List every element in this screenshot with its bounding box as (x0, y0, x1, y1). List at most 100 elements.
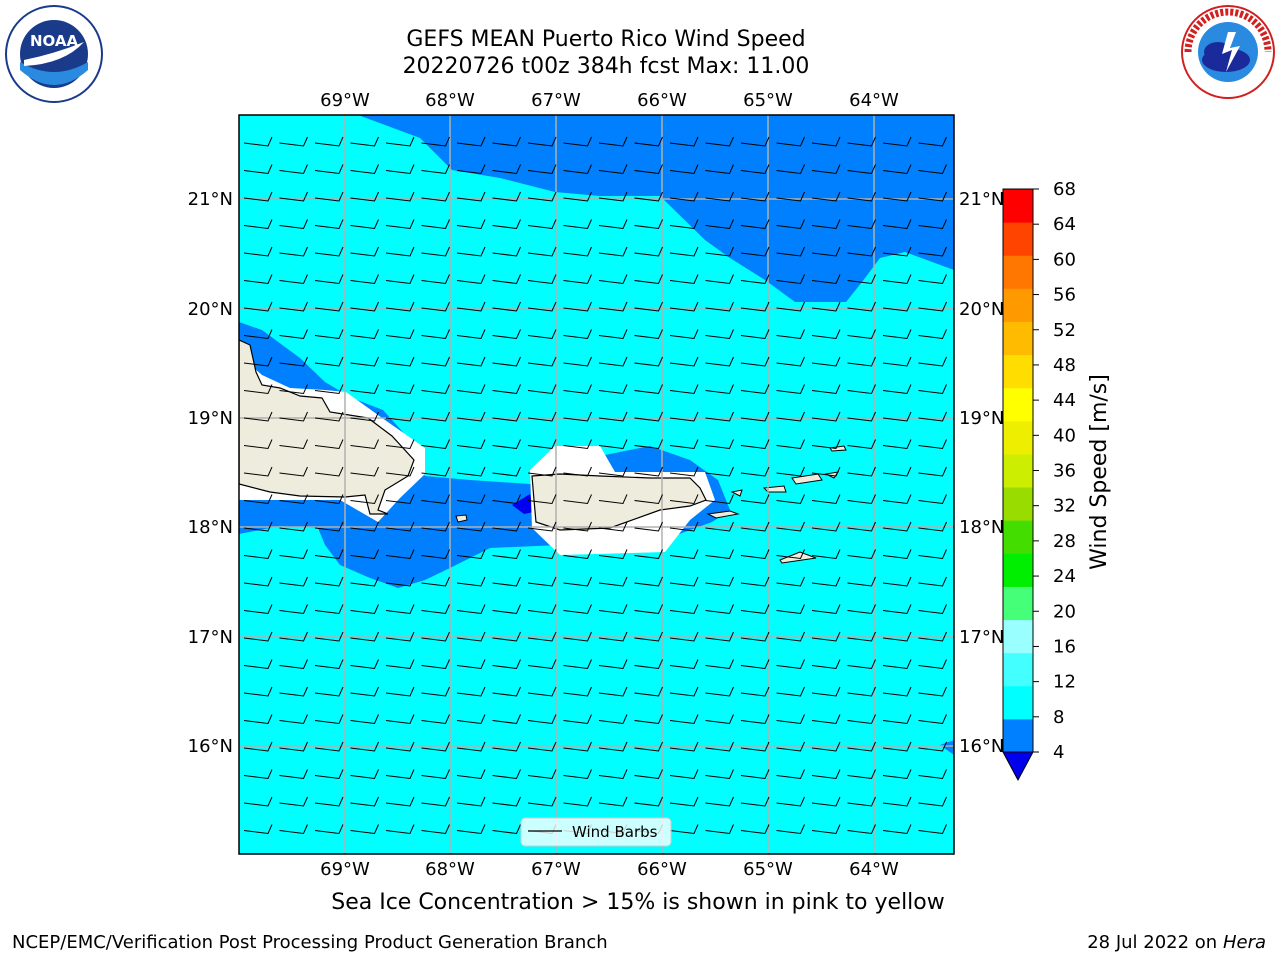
wind-barb (385, 659, 415, 670)
wind-barb (243, 714, 273, 725)
wind-barb (421, 136, 450, 147)
wind-barb (776, 631, 805, 642)
wind-barb (776, 329, 805, 340)
wind-barb (563, 604, 592, 615)
lon-tick-top: 66°W (637, 90, 687, 111)
wind-barb (847, 136, 876, 147)
wind-barb (598, 439, 628, 450)
colorbar-segment (1003, 685, 1033, 720)
wind-barb (314, 136, 344, 147)
wind-barb (918, 824, 947, 835)
lon-tick-top: 65°W (743, 90, 793, 111)
wind-barb (882, 714, 912, 725)
wind-barb (527, 576, 557, 587)
wind-barb (740, 659, 770, 670)
colorbar-tick-label: 24 (1053, 566, 1076, 587)
wind-barb (385, 824, 415, 835)
wind-barb (350, 714, 379, 725)
wind-barb (492, 356, 521, 367)
wind-barb (385, 494, 415, 505)
wind-barb (598, 604, 628, 615)
colorbar-tick-label: 16 (1053, 636, 1076, 657)
wind-barb (705, 824, 734, 835)
wind-barb (456, 164, 486, 175)
wind-barb (456, 439, 486, 450)
wind-barb (279, 384, 308, 395)
colorbar-segment (1003, 520, 1033, 554)
wind-barb (634, 384, 663, 395)
wind-barb (385, 246, 415, 257)
wind-barb (740, 824, 770, 835)
wind-barb (243, 439, 273, 450)
colorbar-segment (1003, 652, 1033, 687)
wind-barb (385, 604, 415, 615)
colorbar-tick-label: 40 (1053, 425, 1076, 446)
wind-barb (669, 659, 699, 670)
wind-barb (598, 164, 628, 175)
wind-barb (669, 329, 699, 340)
wind-barb (740, 714, 770, 725)
wind-barb (811, 659, 841, 670)
wind-barb (456, 219, 486, 230)
wind-barb (634, 769, 663, 780)
wind-barb (776, 411, 805, 422)
wind-barb (705, 356, 734, 367)
wind-barb (279, 714, 308, 725)
map-frame (238, 114, 955, 855)
wind-barb (456, 191, 486, 202)
wind-barb (634, 741, 663, 752)
wind-barb (350, 686, 379, 697)
wind-barb (421, 686, 450, 697)
noaa-logo: NOAA (5, 5, 103, 103)
wind-barb (847, 191, 876, 202)
wind-barb (243, 329, 273, 340)
wind-barb (740, 741, 770, 752)
wind-barb (350, 466, 379, 477)
lon-tick-bottom: 64°W (849, 859, 899, 880)
wind-barb (776, 439, 805, 450)
wind-barb (350, 439, 379, 450)
wind-barb (811, 329, 841, 340)
colorbar-segment (1003, 387, 1033, 422)
wind-barb (882, 576, 912, 587)
wind-barb (563, 356, 592, 367)
wind-barb (421, 521, 450, 532)
wind-barb (634, 521, 663, 532)
wind-barb (918, 659, 947, 670)
wind-barb (811, 824, 841, 835)
wind-barb (918, 714, 947, 725)
wind-barb (350, 164, 379, 175)
wind-barb (847, 769, 876, 780)
wind-barb (314, 824, 344, 835)
wind-barb (492, 741, 521, 752)
wind-barb (634, 356, 663, 367)
wind-barb (350, 219, 379, 230)
wind-barb (740, 191, 770, 202)
wind-barb (776, 219, 805, 230)
colorbar-tick-label: 20 (1053, 601, 1076, 622)
wind-barb (279, 191, 308, 202)
wind-barb (882, 824, 912, 835)
wind-barb (456, 741, 486, 752)
wind-barb (598, 714, 628, 725)
colorbar-segment (1003, 288, 1033, 322)
wind-barb (385, 466, 415, 477)
wind-barb (740, 356, 770, 367)
wind-barb (243, 466, 273, 477)
wind-region-east-edge (940, 740, 954, 755)
wind-barb (598, 549, 628, 560)
wind-barb (811, 164, 841, 175)
wind-barb (634, 714, 663, 725)
wind-barb (243, 576, 273, 587)
wind-barb (705, 769, 734, 780)
wind-barb (918, 769, 947, 780)
nws-logo (1181, 5, 1275, 99)
wind-barb (527, 439, 557, 450)
wind-barb (705, 631, 734, 642)
wind-barb (634, 164, 663, 175)
wind-barb (776, 494, 805, 505)
wind-barb (882, 191, 912, 202)
wind-barb (421, 219, 450, 230)
wind-barb (740, 384, 770, 395)
wind-barb (314, 631, 344, 642)
